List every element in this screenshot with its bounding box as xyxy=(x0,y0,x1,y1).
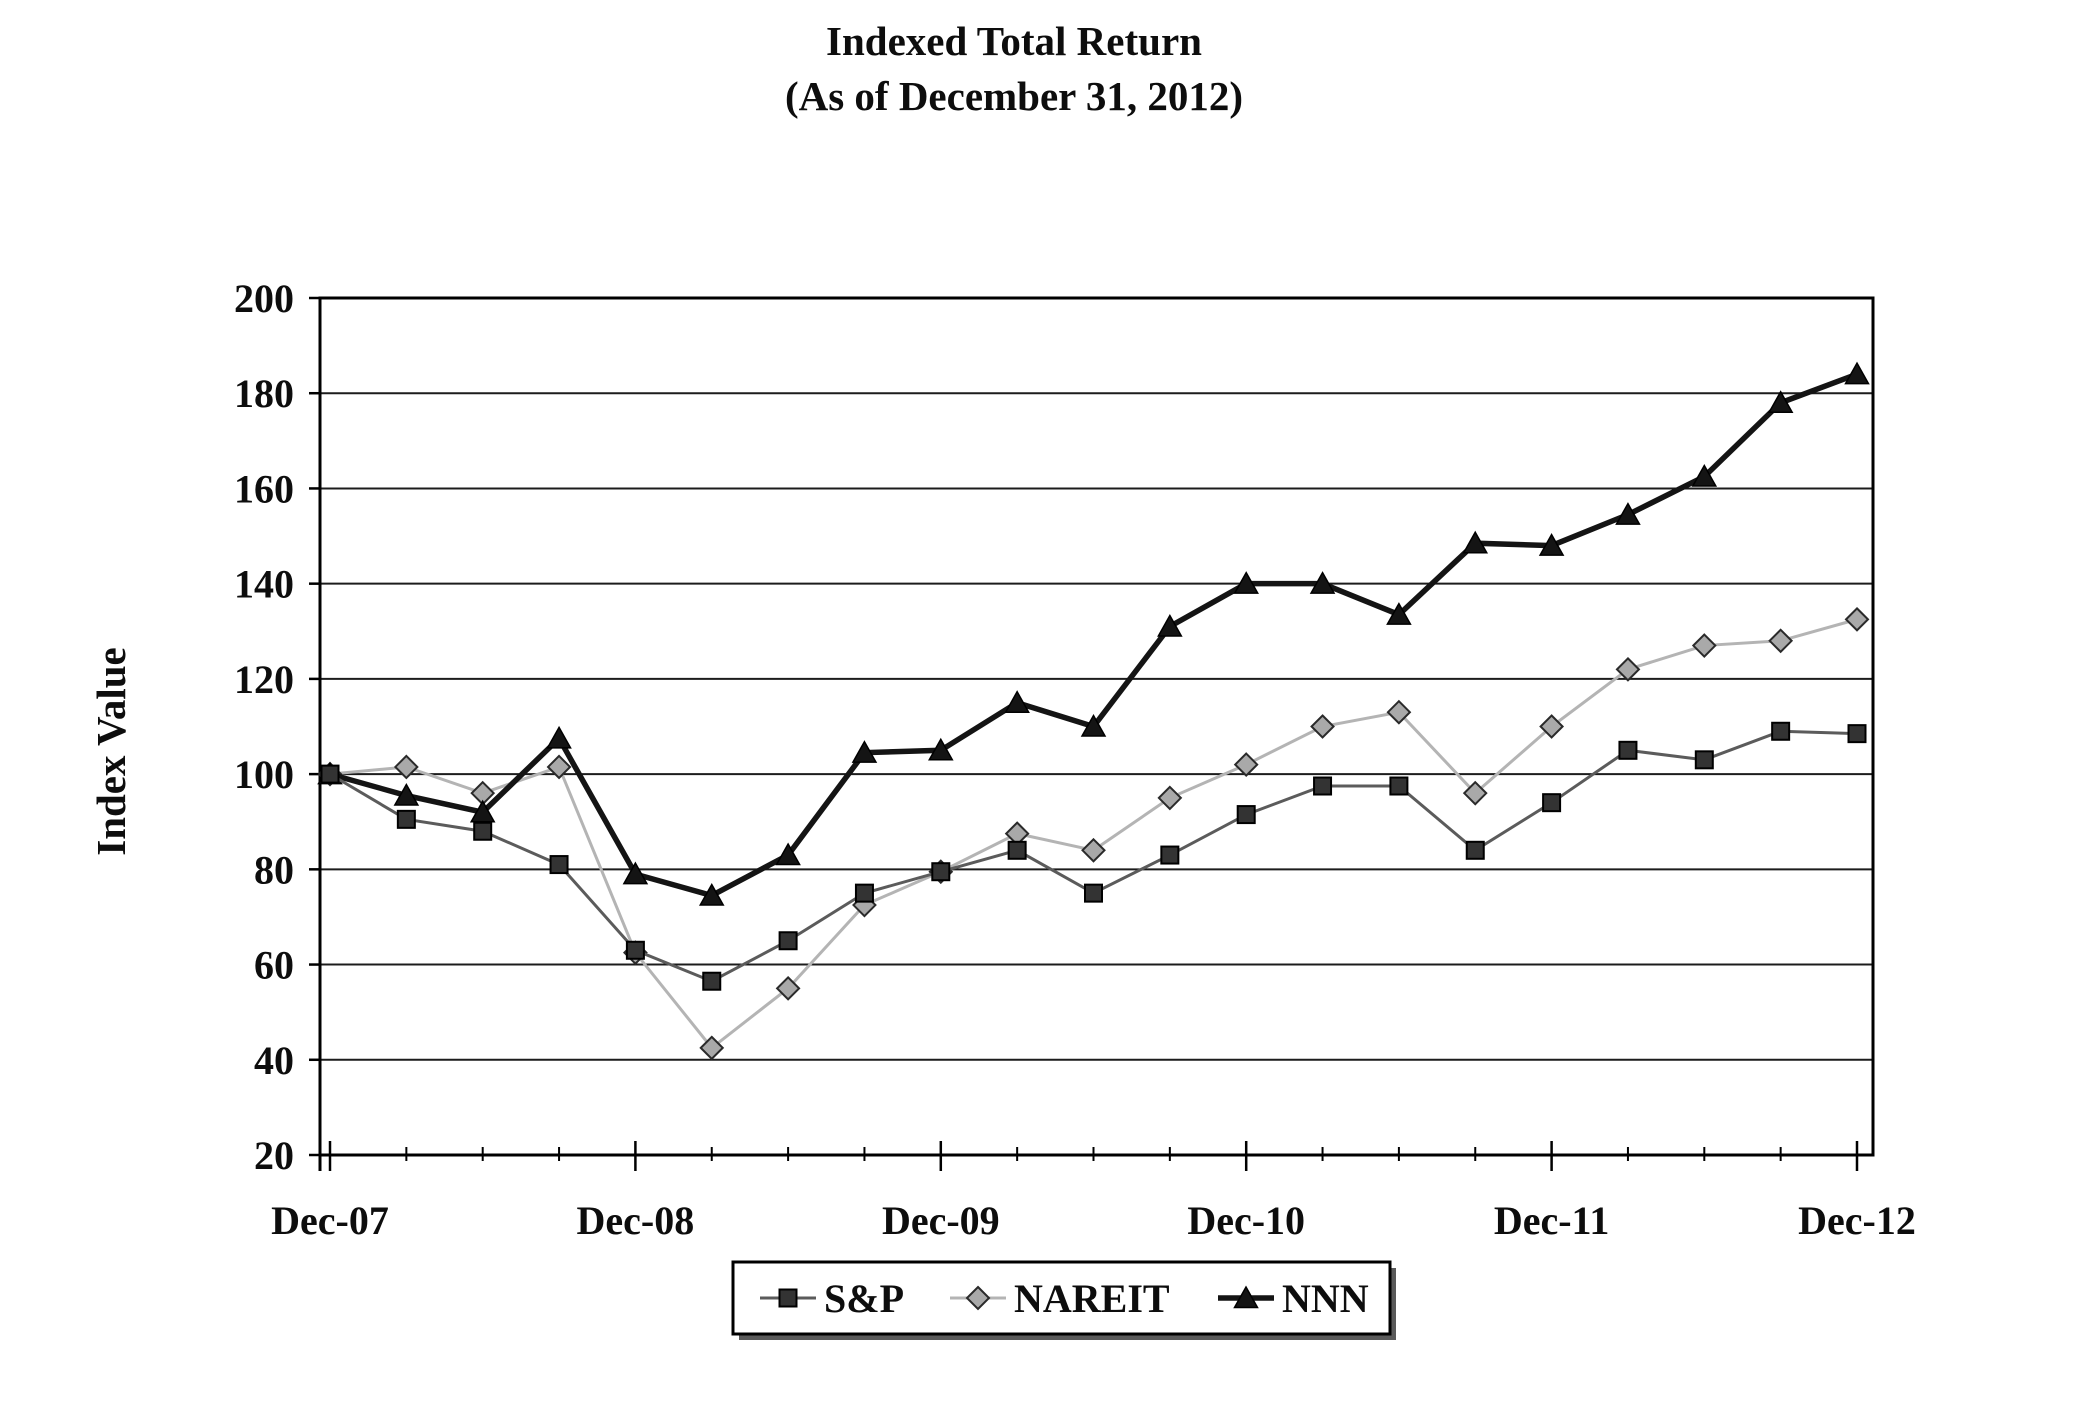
triangle-marker xyxy=(469,799,496,823)
legend-label: NAREIT xyxy=(1014,1276,1170,1321)
y-tick-label: 160 xyxy=(234,466,294,511)
chart-title: Indexed Total Return (As of December 31,… xyxy=(0,14,2028,124)
square-marker xyxy=(1160,845,1180,865)
diamond-marker xyxy=(1233,752,1259,778)
y-tick-label: 40 xyxy=(254,1038,294,1083)
square-marker xyxy=(1542,793,1562,813)
square-marker xyxy=(1847,724,1867,744)
triangle-marker xyxy=(1309,571,1336,594)
triangle-marker xyxy=(1615,502,1641,525)
diamond-marker xyxy=(546,754,572,780)
diamond-marker xyxy=(965,1285,991,1311)
y-axis-title: Index Value xyxy=(88,647,134,856)
triangle-marker xyxy=(1080,713,1107,737)
legend-label: S&P xyxy=(824,1276,904,1321)
legend-box xyxy=(731,1260,1392,1336)
x-tick-label: Dec-10 xyxy=(1187,1198,1305,1243)
series-nareit-line xyxy=(329,617,1858,1050)
square-marker xyxy=(1389,776,1409,796)
triangle-marker xyxy=(1386,602,1412,625)
triangle-marker xyxy=(1157,613,1183,637)
x-tick-label: Dec-11 xyxy=(1494,1198,1610,1243)
legend-label: NNN xyxy=(1282,1276,1369,1321)
square-marker xyxy=(1007,840,1027,860)
y-tick-label: 180 xyxy=(234,371,294,416)
triangle-marker xyxy=(1233,571,1259,594)
diamond-marker xyxy=(393,754,419,780)
y-tick-label: 20 xyxy=(254,1133,294,1178)
series-sp xyxy=(320,721,1867,991)
triangle-marker xyxy=(1004,690,1030,713)
triangle-marker xyxy=(1691,464,1718,487)
chart-title-line2: (As of December 31, 2012) xyxy=(784,73,1244,119)
square-marker xyxy=(1694,750,1714,770)
chart-title-line1: Indexed Total Return xyxy=(826,18,1202,64)
triangle-marker xyxy=(1462,530,1489,554)
y-tick-label: 80 xyxy=(254,847,294,892)
diamond-marker xyxy=(699,1035,725,1061)
square-marker xyxy=(396,809,416,829)
diamond-marker xyxy=(1081,837,1106,863)
triangle-marker xyxy=(546,725,572,749)
diamond-marker xyxy=(1615,656,1641,682)
square-marker xyxy=(1771,721,1791,741)
square-marker xyxy=(778,1288,798,1308)
legend-item-nareit: NAREIT xyxy=(950,1276,1170,1321)
y-tick-label: 120 xyxy=(234,657,294,702)
x-axis: Dec-07 Dec-08 Dec-09 Dec-10 Dec-11 Dec-12 xyxy=(271,1141,1916,1243)
triangle-marker xyxy=(698,882,725,906)
square-marker xyxy=(473,821,493,841)
legend: S&P NAREIT NNN xyxy=(731,1260,1396,1340)
square-marker xyxy=(549,855,569,875)
square-marker xyxy=(1236,805,1256,825)
x-tick-label: Dec-08 xyxy=(577,1198,695,1243)
y-tick-label: 140 xyxy=(234,562,294,607)
square-marker xyxy=(1313,776,1333,796)
triangle-marker xyxy=(393,783,420,806)
gridlines xyxy=(320,392,1873,1061)
diamond-marker xyxy=(1539,714,1565,739)
series-nnn-line xyxy=(329,371,1858,899)
y-tick-label: 60 xyxy=(254,943,294,988)
plot-border xyxy=(318,296,1875,1157)
diamond-marker xyxy=(1310,714,1335,739)
diamond-marker xyxy=(1386,699,1412,725)
x-tick-label: Dec-12 xyxy=(1798,1198,1916,1243)
diamond-marker xyxy=(1768,628,1794,654)
triangle-marker xyxy=(775,842,801,866)
x-tick-label: Dec-09 xyxy=(882,1198,1000,1243)
diamond-marker xyxy=(775,975,801,1001)
square-marker xyxy=(1084,883,1103,903)
triangle-marker xyxy=(1844,361,1870,385)
legend-item-nnn: NNN xyxy=(1218,1276,1369,1321)
diamond-marker xyxy=(1691,633,1717,658)
square-marker xyxy=(854,883,874,903)
triangle-marker xyxy=(928,737,954,761)
triangle-marker xyxy=(1767,390,1794,413)
x-tick-label: Dec-07 xyxy=(271,1198,389,1243)
y-tick-label: 100 xyxy=(234,752,294,797)
series-nareit xyxy=(317,606,1870,1061)
square-marker xyxy=(931,862,951,882)
square-marker xyxy=(778,931,798,951)
diamond-marker xyxy=(1844,606,1870,632)
diamond-marker xyxy=(1462,780,1488,806)
triangle-marker xyxy=(851,740,878,763)
triangle-marker xyxy=(1233,1285,1259,1309)
square-marker xyxy=(320,764,340,784)
square-marker xyxy=(702,971,722,991)
square-marker xyxy=(1465,840,1485,860)
legend-item-sp: S&P xyxy=(760,1276,904,1321)
triangle-marker xyxy=(622,861,649,885)
diamond-marker xyxy=(1157,785,1183,811)
y-axis: 20 40 60 80 100 120 140 160 180 200 xyxy=(234,276,320,1178)
series-nnn xyxy=(317,361,1870,906)
square-marker xyxy=(625,940,645,960)
y-tick-label: 200 xyxy=(234,276,294,321)
square-marker xyxy=(1618,740,1638,760)
triangle-marker xyxy=(1538,533,1565,556)
